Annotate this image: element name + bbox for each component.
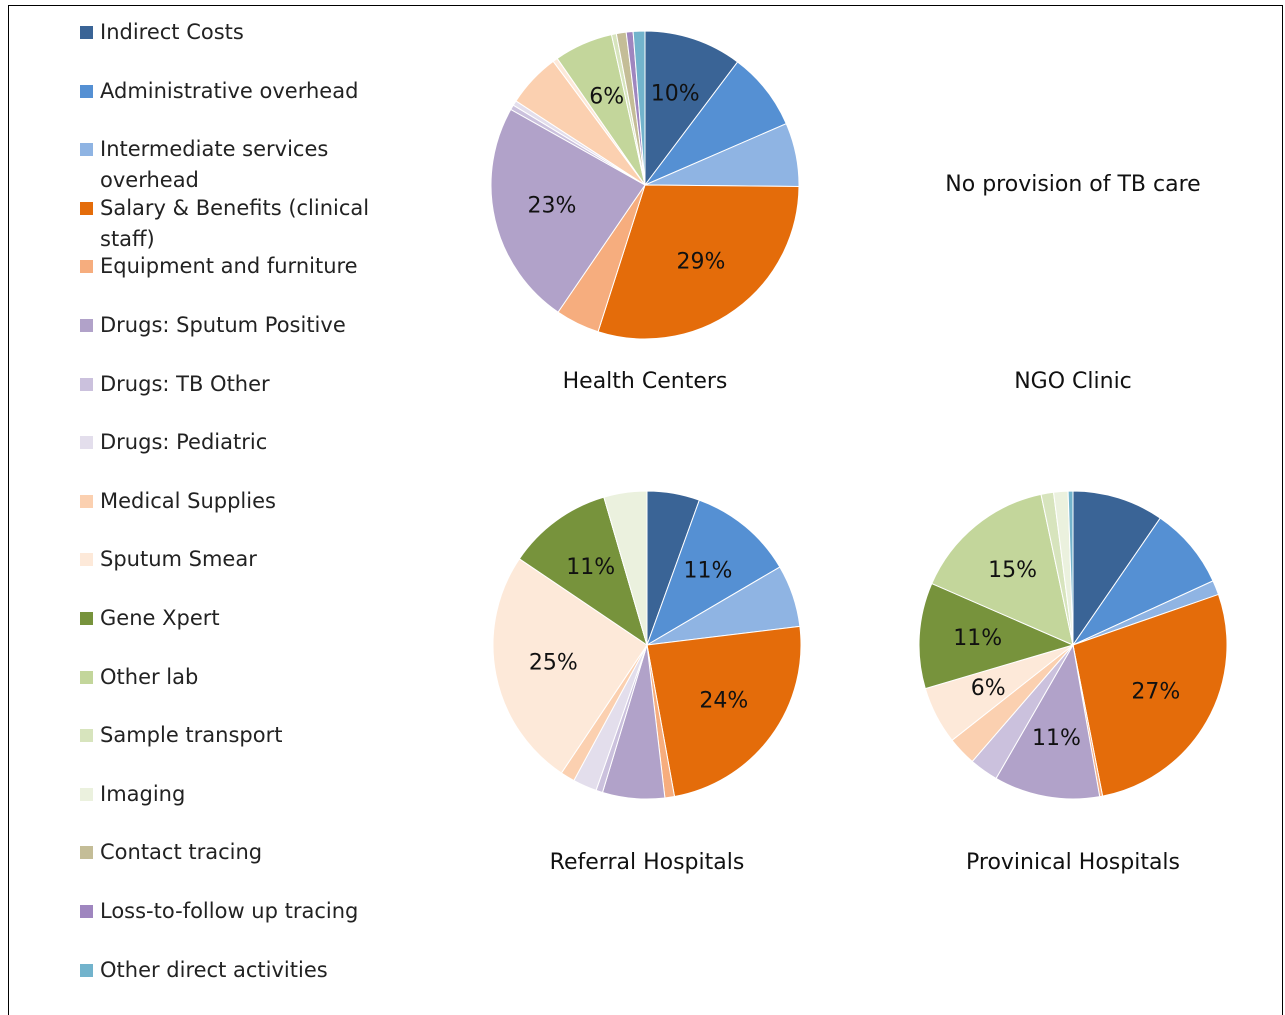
pie-slice [632,30,646,186]
legend-swatch [80,377,93,391]
legend-label: Imaging [100,781,186,806]
pie-slice [918,582,1075,690]
pie-slice [1072,490,1161,647]
legend-item: Sputum Smear [80,544,380,575]
legend-item: Contact tracing [80,837,380,868]
legend-label: Intermediate services overhead [100,137,329,193]
legend-swatch [80,436,93,450]
legend-item: Sample transport [80,720,380,751]
legend-label: Contact tracing [100,840,263,865]
legend-label: Gene Xpert [100,606,220,630]
legend-swatch [80,201,93,215]
legend-item: Salary & Benefits (clinical staff) [80,193,380,255]
data-label: 15% [988,558,1037,583]
annotation: No provision of TB care [945,172,1200,197]
legend-item: Imaging [80,779,380,810]
data-label: 23% [528,194,577,219]
data-label: 11% [684,559,733,584]
legend-label: Drugs: Pediatric [100,430,268,455]
pie-slice [492,558,648,774]
data-label: 6% [971,676,1006,701]
legend-item: Gene Xpert [80,603,380,634]
data-label: 25% [529,650,578,675]
pie-slice [644,30,739,187]
legend-item: Drugs: TB Other [80,369,380,400]
pie-slice [646,625,802,798]
pie-slice [490,108,646,313]
chart-title: Health Centers [563,369,728,394]
legend-label: Other lab [100,664,199,689]
legend-item: Loss-to-follow up tracing [80,896,380,927]
legend-item: Administrative overhead [80,76,380,107]
legend-label: Drugs: TB Other [100,371,270,396]
legend-label: Administrative overhead [100,78,359,103]
chart-title: Provinical Hospitals [966,850,1180,875]
frame [8,5,1283,1015]
pie-slice [931,493,1074,646]
data-label: 11% [953,626,1002,651]
legend-swatch [80,26,93,39]
pie-slice [1072,593,1228,797]
legend-label: Drugs: Sputum Positive [100,313,346,337]
data-label: 6% [589,85,624,110]
legend-label: Salary & Benefits (clinical staff) [100,195,370,251]
legend-swatch [80,494,93,508]
legend-swatch [80,84,93,98]
legend-swatch [80,319,93,332]
legend-item: Medical Supplies [80,486,380,517]
legend-label: Equipment and furniture [100,254,358,279]
legend-label: Sputum Smear [100,547,257,572]
legend-swatch [80,846,93,860]
legend-swatch [80,963,93,977]
legend-label: Sample transport [100,723,283,748]
data-label: 24% [699,689,748,714]
legend-item: Drugs: Sputum Positive [80,310,380,341]
legend-label: Loss-to-follow up tracing [100,899,359,923]
data-label: 10% [651,81,700,106]
legend-swatch [80,260,93,274]
legend-label: Other direct activities [100,957,328,982]
pie-slice [597,184,800,340]
legend-swatch [80,612,93,625]
data-label: 29% [676,249,725,274]
legend-swatch [80,905,93,918]
legend-item: Drugs: Pediatric [80,427,380,458]
legend-swatch [80,787,93,801]
pie-slice [1071,517,1214,647]
pie-slice [646,499,781,647]
data-label: 11% [1032,726,1081,751]
legend-swatch [80,670,93,684]
legend-item: Other lab [80,662,380,693]
pie-slice [995,643,1101,800]
pie-slice [518,496,648,647]
legend-item: Equipment and furniture [80,251,380,282]
chart-title: Referral Hospitals [550,850,745,875]
legend-item: Indirect Costs [80,17,380,48]
legend-swatch [80,729,93,743]
legend-swatch [80,143,93,157]
legend-swatch [80,553,93,567]
legend-item: Intermediate services overhead [80,134,380,196]
chart-title: NGO Clinic [1014,369,1132,394]
legend-item: Other direct activities [80,955,380,986]
legend-label: Indirect Costs [100,20,244,44]
legend-label: Medical Supplies [100,488,276,513]
data-label: 27% [1131,680,1180,705]
pie-slice [1067,490,1074,646]
data-label: 11% [566,555,615,580]
